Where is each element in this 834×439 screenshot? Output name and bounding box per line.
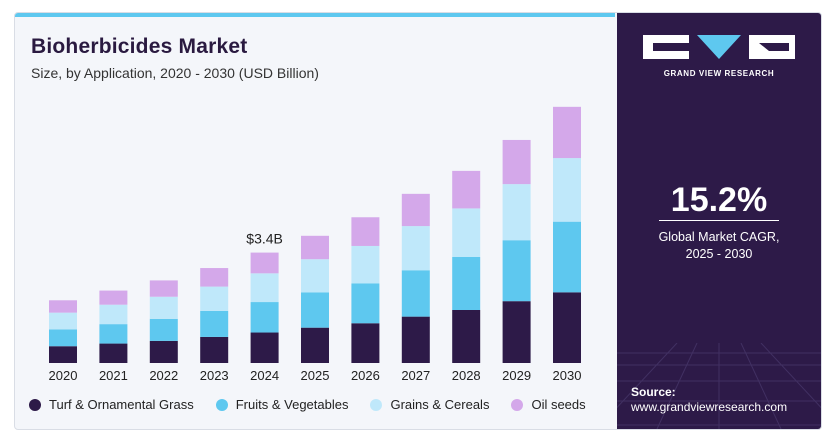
x-tick-label: 2028 — [452, 368, 481, 383]
bar-segment-2023-2 — [200, 286, 229, 311]
bar-segment-2020-3 — [49, 300, 77, 313]
bar-segment-2025-2 — [301, 259, 329, 293]
legend-swatch — [215, 398, 228, 411]
bar-segment-2021-1 — [99, 324, 128, 344]
legend: Turf & Ornamental Grass Fruits & Vegetab… — [29, 397, 586, 412]
x-tick-label: 2027 — [401, 368, 430, 383]
bar-segment-2028-1 — [452, 257, 481, 310]
bar-segment-2027-1 — [401, 270, 430, 317]
source: Source: www.grandviewresearch.com — [631, 385, 787, 415]
bar-segment-2026-2 — [351, 245, 380, 284]
legend-item-oilseeds: Oil seeds — [511, 397, 586, 412]
bar-segment-2027-0 — [401, 316, 430, 363]
bar-segment-2020-0 — [49, 346, 77, 363]
source-label: Source: — [631, 385, 676, 399]
bar-segment-2030-0 — [553, 292, 581, 363]
bar-segment-2028-0 — [452, 310, 481, 363]
cagr-value: 15.2% — [670, 181, 768, 219]
value-annotation: $3.4B — [246, 231, 283, 247]
legend-label: Grains & Cereals — [390, 397, 490, 412]
bar-segment-2026-3 — [351, 217, 380, 246]
bar-segment-2024-3 — [250, 252, 279, 274]
decorative-grid — [617, 343, 821, 429]
bar-segment-2028-2 — [452, 208, 481, 257]
legend-label: Fruits & Vegetables — [235, 397, 349, 412]
brand-name: GRAND VIEW RESEARCH — [663, 69, 775, 78]
divider — [659, 220, 779, 221]
x-tick-label: 2026 — [351, 368, 380, 383]
gvr-logo-icon — [643, 35, 795, 59]
bar-segment-2022-3 — [149, 280, 178, 297]
accent-line — [15, 13, 615, 17]
bar-segment-2030-1 — [553, 221, 581, 293]
bar-segment-2025-0 — [301, 327, 329, 363]
bar-segment-2020-2 — [49, 312, 77, 330]
bar-segment-2021-0 — [99, 343, 128, 363]
x-tick-label: 2021 — [99, 368, 128, 383]
x-tick-label: 2029 — [502, 368, 531, 383]
bar-segment-2020-1 — [49, 329, 77, 347]
legend-item-turf: Turf & Ornamental Grass — [29, 397, 194, 412]
bar-segment-2024-2 — [250, 273, 279, 303]
x-tick-label: 2023 — [200, 368, 229, 383]
bar-segment-2025-3 — [301, 235, 329, 260]
x-tick-label: 2025 — [301, 368, 330, 383]
bar-segment-2023-3 — [200, 268, 229, 287]
bar-segment-2026-0 — [351, 323, 380, 363]
bar-segment-2022-1 — [149, 318, 178, 341]
bar-segment-2021-3 — [99, 290, 128, 305]
sidebar-panel: GRAND VIEW RESEARCH 15.2% Global Market … — [617, 13, 821, 429]
bar-segment-2023-1 — [200, 310, 229, 337]
legend-label: Turf & Ornamental Grass — [49, 397, 194, 412]
legend-label: Oil seeds — [531, 397, 586, 412]
bar-segment-2024-1 — [250, 302, 279, 333]
bar-segment-2026-1 — [351, 283, 380, 324]
x-tick-label: 2022 — [149, 368, 178, 383]
chart-title: Bioherbicides Market — [31, 35, 248, 58]
legend-swatch — [511, 398, 524, 411]
legend-item-grains: Grains & Cereals — [370, 397, 489, 412]
cagr-label: Global Market CAGR, 2025 - 2030 — [617, 229, 821, 263]
source-url[interactable]: www.grandviewresearch.com — [631, 400, 788, 414]
chart-subtitle: Size, by Application, 2020 - 2030 (USD B… — [31, 65, 319, 81]
bar-segment-2028-3 — [452, 170, 481, 209]
x-tick-label: 2030 — [553, 368, 582, 383]
cagr-label-line1: Global Market CAGR, — [658, 230, 780, 244]
cagr-label-line2: 2025 - 2030 — [685, 247, 753, 261]
bar-segment-2021-2 — [99, 304, 128, 325]
bar-segment-2029-2 — [502, 184, 531, 241]
x-tick-label: 2024 — [250, 368, 279, 383]
bar-segment-2027-2 — [401, 226, 430, 271]
bar-segment-2029-3 — [502, 139, 531, 185]
legend-swatch — [29, 398, 41, 411]
bar-segment-2027-3 — [401, 193, 430, 227]
bar-segment-2029-1 — [502, 240, 531, 302]
x-tick-label: 2020 — [49, 368, 78, 383]
bar-segment-2022-0 — [149, 340, 178, 363]
legend-item-fruits: Fruits & Vegetables — [215, 397, 349, 412]
bar-segment-2024-0 — [250, 332, 279, 363]
bar-segment-2025-1 — [301, 292, 329, 328]
chart-card: Bioherbicides Market Size, by Applicatio… — [14, 12, 822, 430]
legend-swatch — [370, 398, 383, 411]
bar-segment-2030-3 — [553, 106, 581, 159]
bar-segment-2030-2 — [553, 158, 581, 222]
bar-segment-2023-0 — [200, 336, 229, 363]
bar-chart: 2020 2021 2022 2023 2024 $3.4B 2025 2026 2027 202… — [49, 106, 582, 383]
bar-segment-2029-0 — [502, 301, 531, 363]
bar-segment-2022-2 — [149, 296, 178, 319]
